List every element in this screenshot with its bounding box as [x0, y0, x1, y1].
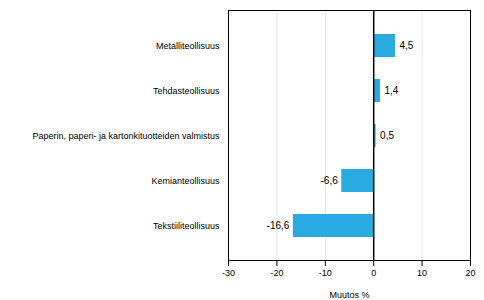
svg-text:-20: -20 — [270, 268, 283, 278]
svg-text:Tehdasteollisuus: Tehdasteollisuus — [153, 86, 220, 96]
svg-text:0,5: 0,5 — [380, 130, 394, 141]
svg-text:Metalliteollisuus: Metalliteollisuus — [156, 41, 220, 51]
svg-text:Paperin, paperi- ja kartonkitu: Paperin, paperi- ja kartonkituotteiden v… — [32, 131, 220, 141]
svg-text:20: 20 — [465, 268, 475, 278]
svg-text:Muutos %: Muutos % — [329, 290, 369, 300]
svg-text:Kemianteollisuus: Kemianteollisuus — [151, 176, 220, 186]
svg-text:4,5: 4,5 — [399, 40, 413, 51]
svg-text:1,4: 1,4 — [384, 85, 398, 96]
svg-text:0: 0 — [371, 268, 376, 278]
svg-text:-10: -10 — [319, 268, 332, 278]
svg-text:Tekstiiliteollisuus: Tekstiiliteollisuus — [153, 221, 220, 231]
svg-text:-6,6: -6,6 — [321, 175, 339, 186]
svg-text:-30: -30 — [222, 268, 235, 278]
svg-text:10: 10 — [417, 268, 427, 278]
svg-text:-16,6: -16,6 — [267, 220, 290, 231]
